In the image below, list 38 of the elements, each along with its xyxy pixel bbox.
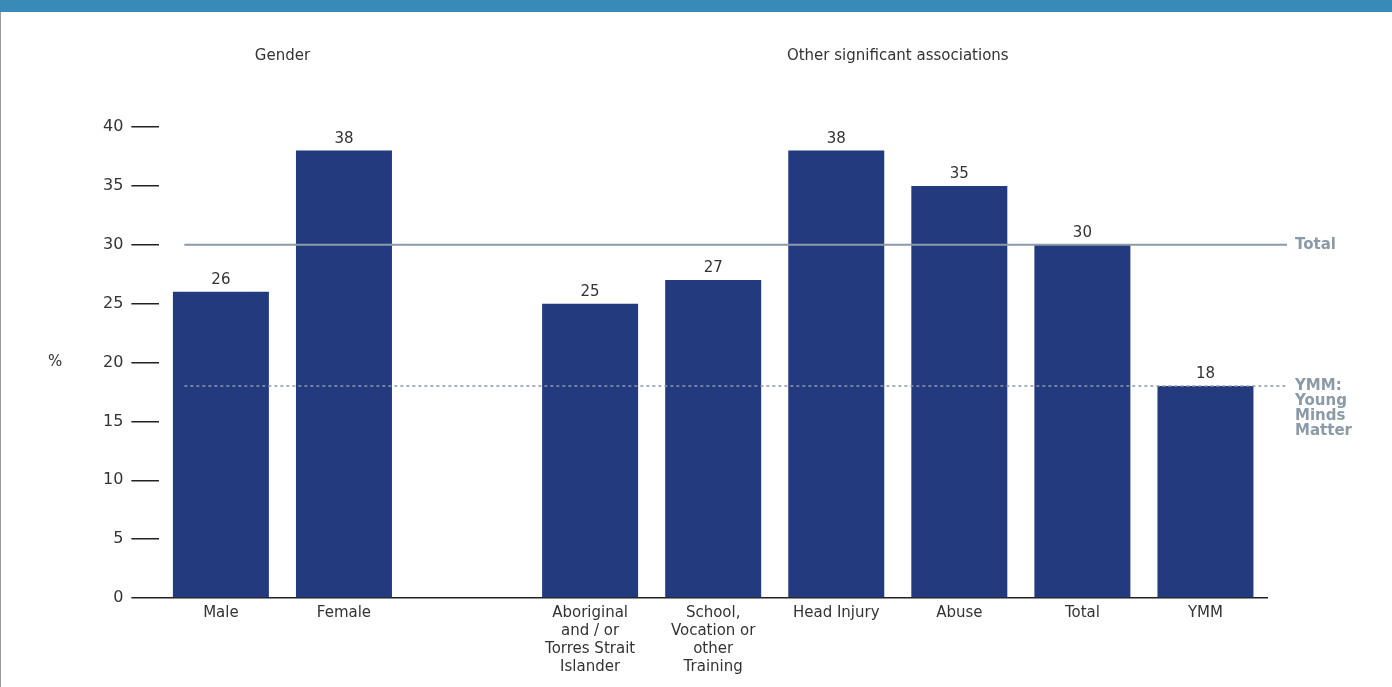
- y-tick-label: 35: [103, 175, 124, 195]
- y-tick-label: 0: [113, 587, 124, 607]
- x-tick-label: Aboriginal and / or Torres Strait Islander: [544, 602, 636, 675]
- x-tick-label: School, Vocation or other Training: [670, 602, 757, 675]
- bar: [911, 185, 1008, 598]
- bar: [1157, 386, 1254, 598]
- y-tick-label: 25: [103, 292, 124, 312]
- x-tick-label: Total: [1063, 602, 1100, 621]
- data-label: 38: [334, 128, 354, 147]
- text: Gender: [254, 46, 311, 64]
- y-tick-label: 10: [103, 469, 124, 489]
- x-tick-label: YMM: [1186, 602, 1223, 621]
- bar: [172, 291, 269, 598]
- bar: [542, 303, 639, 598]
- x-tick-label: Head Injury: [792, 602, 880, 621]
- y-tick-label: 15: [103, 410, 124, 430]
- x-tick-label: Male: [203, 602, 239, 621]
- bar: [788, 150, 885, 598]
- y-axis-title: %: [47, 352, 63, 371]
- data-label: 35: [949, 163, 969, 182]
- data-label: 18: [1195, 364, 1216, 383]
- y-tick-label: 20: [103, 351, 124, 371]
- y-tick-label: 40: [103, 116, 124, 136]
- data-label: 27: [703, 258, 723, 277]
- bar: [665, 280, 762, 598]
- data-label: 30: [1072, 222, 1092, 241]
- x-tick-label: Female: [316, 602, 372, 621]
- x-tick-label: Abuse: [936, 602, 983, 621]
- ref-line-label: Total: [1295, 234, 1336, 253]
- data-label: 38: [826, 128, 846, 147]
- data-label: 26: [211, 269, 231, 288]
- text: Other significant associations: [786, 46, 1009, 64]
- y-tick-label: 5: [113, 528, 124, 548]
- y-tick-label: 30: [103, 233, 124, 253]
- bar: [1034, 244, 1131, 598]
- data-label: 25: [580, 281, 600, 300]
- bar: [295, 150, 392, 598]
- ref-line-label: YMM: Young Minds Matter: [1294, 375, 1353, 439]
